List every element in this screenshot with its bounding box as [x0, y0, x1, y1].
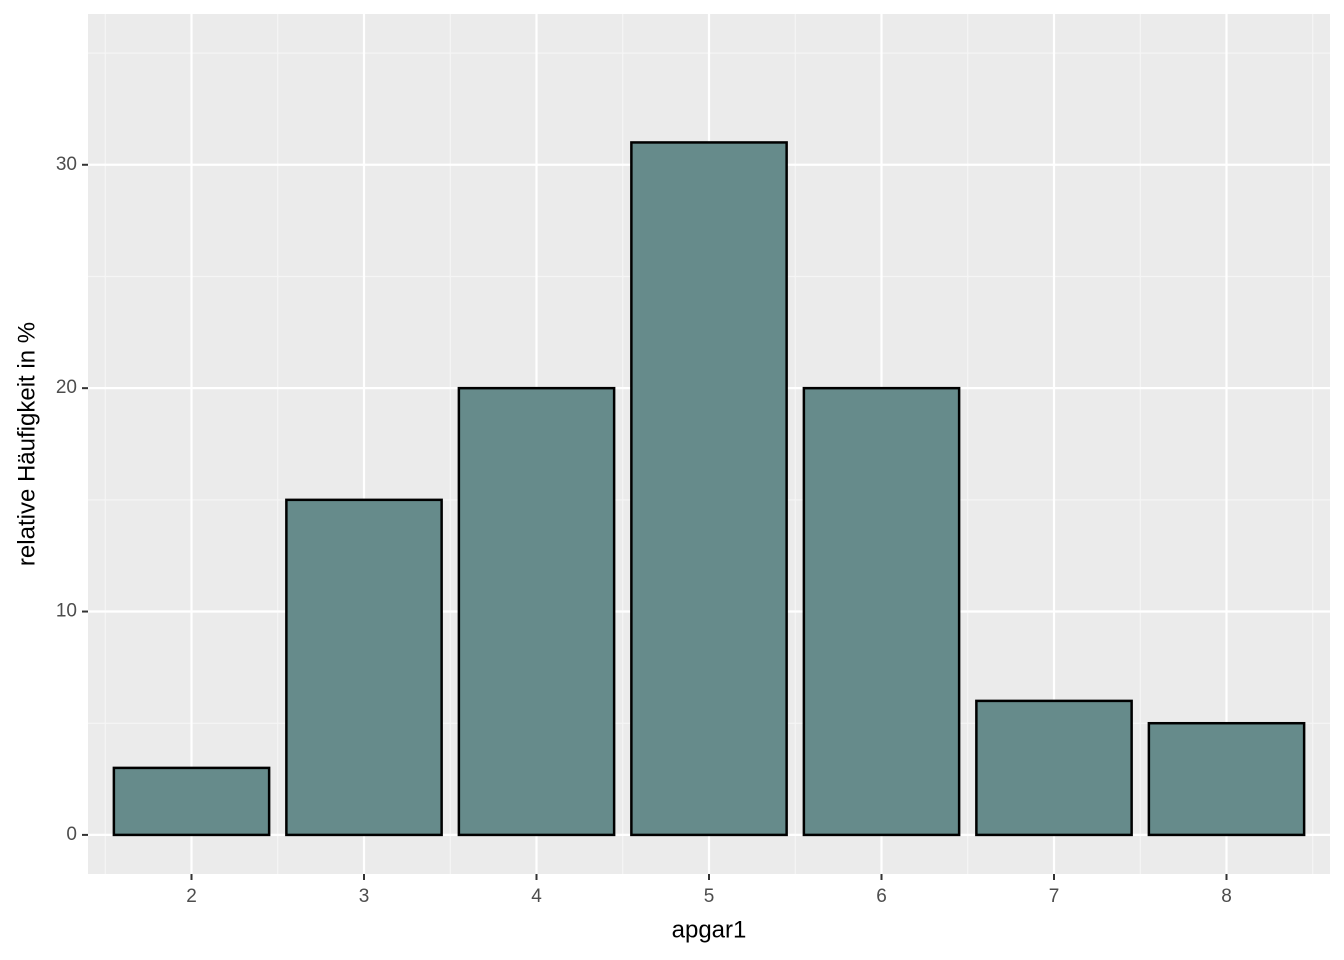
- bar: [112, 766, 271, 837]
- y-axis-title: relative Häufigkeit in %: [13, 322, 40, 566]
- x-tick-label: 2: [186, 886, 197, 907]
- bar: [975, 699, 1133, 837]
- bar: [630, 141, 788, 837]
- x-tick-label: 8: [1221, 886, 1232, 907]
- x-tick-label: 4: [531, 886, 542, 907]
- x-tick-label: 6: [876, 886, 887, 907]
- bar: [802, 386, 961, 837]
- x-axis-title: apgar1: [672, 916, 747, 943]
- x-tick-label: 7: [1049, 886, 1060, 907]
- y-tick-label: 30: [56, 154, 77, 175]
- y-tick-label: 0: [66, 824, 77, 845]
- x-tick-label: 5: [704, 886, 715, 907]
- x-tick-label: 3: [359, 886, 370, 907]
- y-tick-label: 10: [56, 601, 77, 622]
- bar: [1147, 721, 1306, 837]
- bar: [285, 498, 443, 837]
- bar: [457, 386, 616, 837]
- y-tick-label: 20: [56, 377, 77, 398]
